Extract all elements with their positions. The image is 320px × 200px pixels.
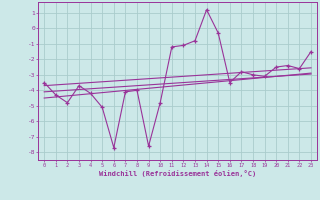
X-axis label: Windchill (Refroidissement éolien,°C): Windchill (Refroidissement éolien,°C) (99, 170, 256, 177)
